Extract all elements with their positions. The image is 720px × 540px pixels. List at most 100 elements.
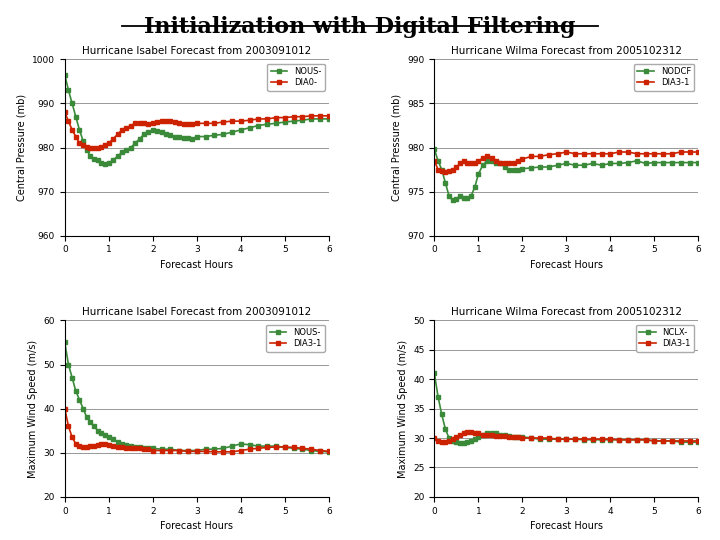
DIA3-1 <box>202 448 210 455</box>
DIA0- <box>254 116 263 122</box>
DIA3-1 <box>456 432 464 438</box>
NOUS- <box>101 161 109 167</box>
DIA3-1 <box>97 441 106 447</box>
DIA3-1 <box>571 151 580 157</box>
DIA3-1 <box>650 438 659 444</box>
DIA3-1 <box>598 436 606 442</box>
DIA0- <box>228 118 236 124</box>
DIA3-1 <box>492 158 500 164</box>
DIA3-1 <box>505 434 513 440</box>
DIA3-1 <box>441 439 450 446</box>
DIA3-1 <box>544 151 553 158</box>
NOUS- <box>184 447 192 454</box>
NODCF <box>536 164 544 170</box>
NODCF <box>588 160 597 167</box>
NOUS- <box>117 148 126 155</box>
NOUS- <box>135 136 144 142</box>
DIA3-1 <box>430 435 438 441</box>
NODCF <box>441 180 450 186</box>
DIA0- <box>90 144 99 151</box>
NCLX- <box>650 438 659 444</box>
NOUS- <box>254 122 263 129</box>
NCLX- <box>479 432 487 438</box>
NOUS- <box>144 129 153 136</box>
DIA3-1 <box>315 447 324 454</box>
DIA0- <box>78 142 87 149</box>
NOUS- <box>94 157 102 163</box>
NODCF <box>580 162 588 168</box>
DIA3-1 <box>509 434 518 440</box>
DIA0- <box>148 120 157 126</box>
DIA3-1 <box>650 151 659 157</box>
DIA3-1 <box>571 436 580 442</box>
NOUS- <box>179 134 188 141</box>
X-axis label: Forecast Hours: Forecast Hours <box>161 521 233 531</box>
DIA3-1 <box>598 151 606 157</box>
Title: Hurricane Isabel Forecast from 2003091012: Hurricane Isabel Forecast from 200309101… <box>82 307 312 317</box>
NOUS- <box>64 87 73 93</box>
DIA3-1 <box>474 158 482 164</box>
DIA3-1 <box>553 151 562 157</box>
DIA3-1 <box>606 151 615 157</box>
DIA3-1 <box>659 438 667 444</box>
DIA3-1 <box>117 444 126 451</box>
DIA0- <box>179 121 188 127</box>
NOUS- <box>263 443 271 449</box>
DIA3-1 <box>271 444 280 450</box>
NODCF <box>463 194 472 201</box>
DIA0- <box>75 140 84 146</box>
DIA3-1 <box>101 441 109 447</box>
DIA3-1 <box>459 158 468 164</box>
NOUS- <box>104 160 113 166</box>
DIA3-1 <box>463 159 472 166</box>
DIA3-1 <box>449 436 457 442</box>
NOUS- <box>148 127 157 133</box>
NCLX- <box>456 440 464 446</box>
NOUS- <box>117 441 126 447</box>
Text: Initialization with Digital Filtering: Initialization with Digital Filtering <box>144 16 576 38</box>
DIA3-1 <box>500 433 509 440</box>
NOUS- <box>307 447 315 454</box>
NOUS- <box>97 430 106 436</box>
NODCF <box>445 193 454 199</box>
DIA0- <box>117 127 126 133</box>
DIA0- <box>109 136 117 142</box>
DIA3-1 <box>307 446 315 453</box>
NOUS- <box>298 446 307 453</box>
NCLX- <box>667 438 676 444</box>
NOUS- <box>325 449 333 455</box>
DIA3-1 <box>148 447 157 454</box>
DIA3-1 <box>694 438 703 444</box>
DIA3-1 <box>518 435 527 441</box>
NODCF <box>509 166 518 173</box>
NOUS- <box>228 129 236 136</box>
DIA3-1 <box>467 429 475 435</box>
NOUS- <box>184 134 192 141</box>
NCLX- <box>632 436 641 443</box>
NODCF <box>479 162 487 168</box>
NCLX- <box>445 435 454 441</box>
NOUS- <box>60 72 69 78</box>
DIA3-1 <box>433 166 442 173</box>
DIA3-1 <box>75 443 84 449</box>
DIA3-1 <box>60 406 69 412</box>
DIA3-1 <box>68 434 76 441</box>
DIA0- <box>298 113 307 120</box>
NOUS- <box>210 446 219 453</box>
NOUS- <box>135 444 144 451</box>
NOUS- <box>271 120 280 126</box>
DIA0- <box>175 120 184 126</box>
NOUS- <box>271 443 280 449</box>
NOUS- <box>171 133 179 140</box>
DIA0- <box>86 144 95 151</box>
DIA3-1 <box>438 168 446 174</box>
NOUS- <box>90 423 99 429</box>
NOUS- <box>71 113 80 120</box>
DIA3-1 <box>518 156 527 163</box>
DIA3-1 <box>527 153 536 160</box>
NODCF <box>598 162 606 168</box>
DIA3-1 <box>325 448 333 455</box>
DIA0- <box>219 119 228 125</box>
NCLX- <box>467 438 475 444</box>
NCLX- <box>544 436 553 442</box>
